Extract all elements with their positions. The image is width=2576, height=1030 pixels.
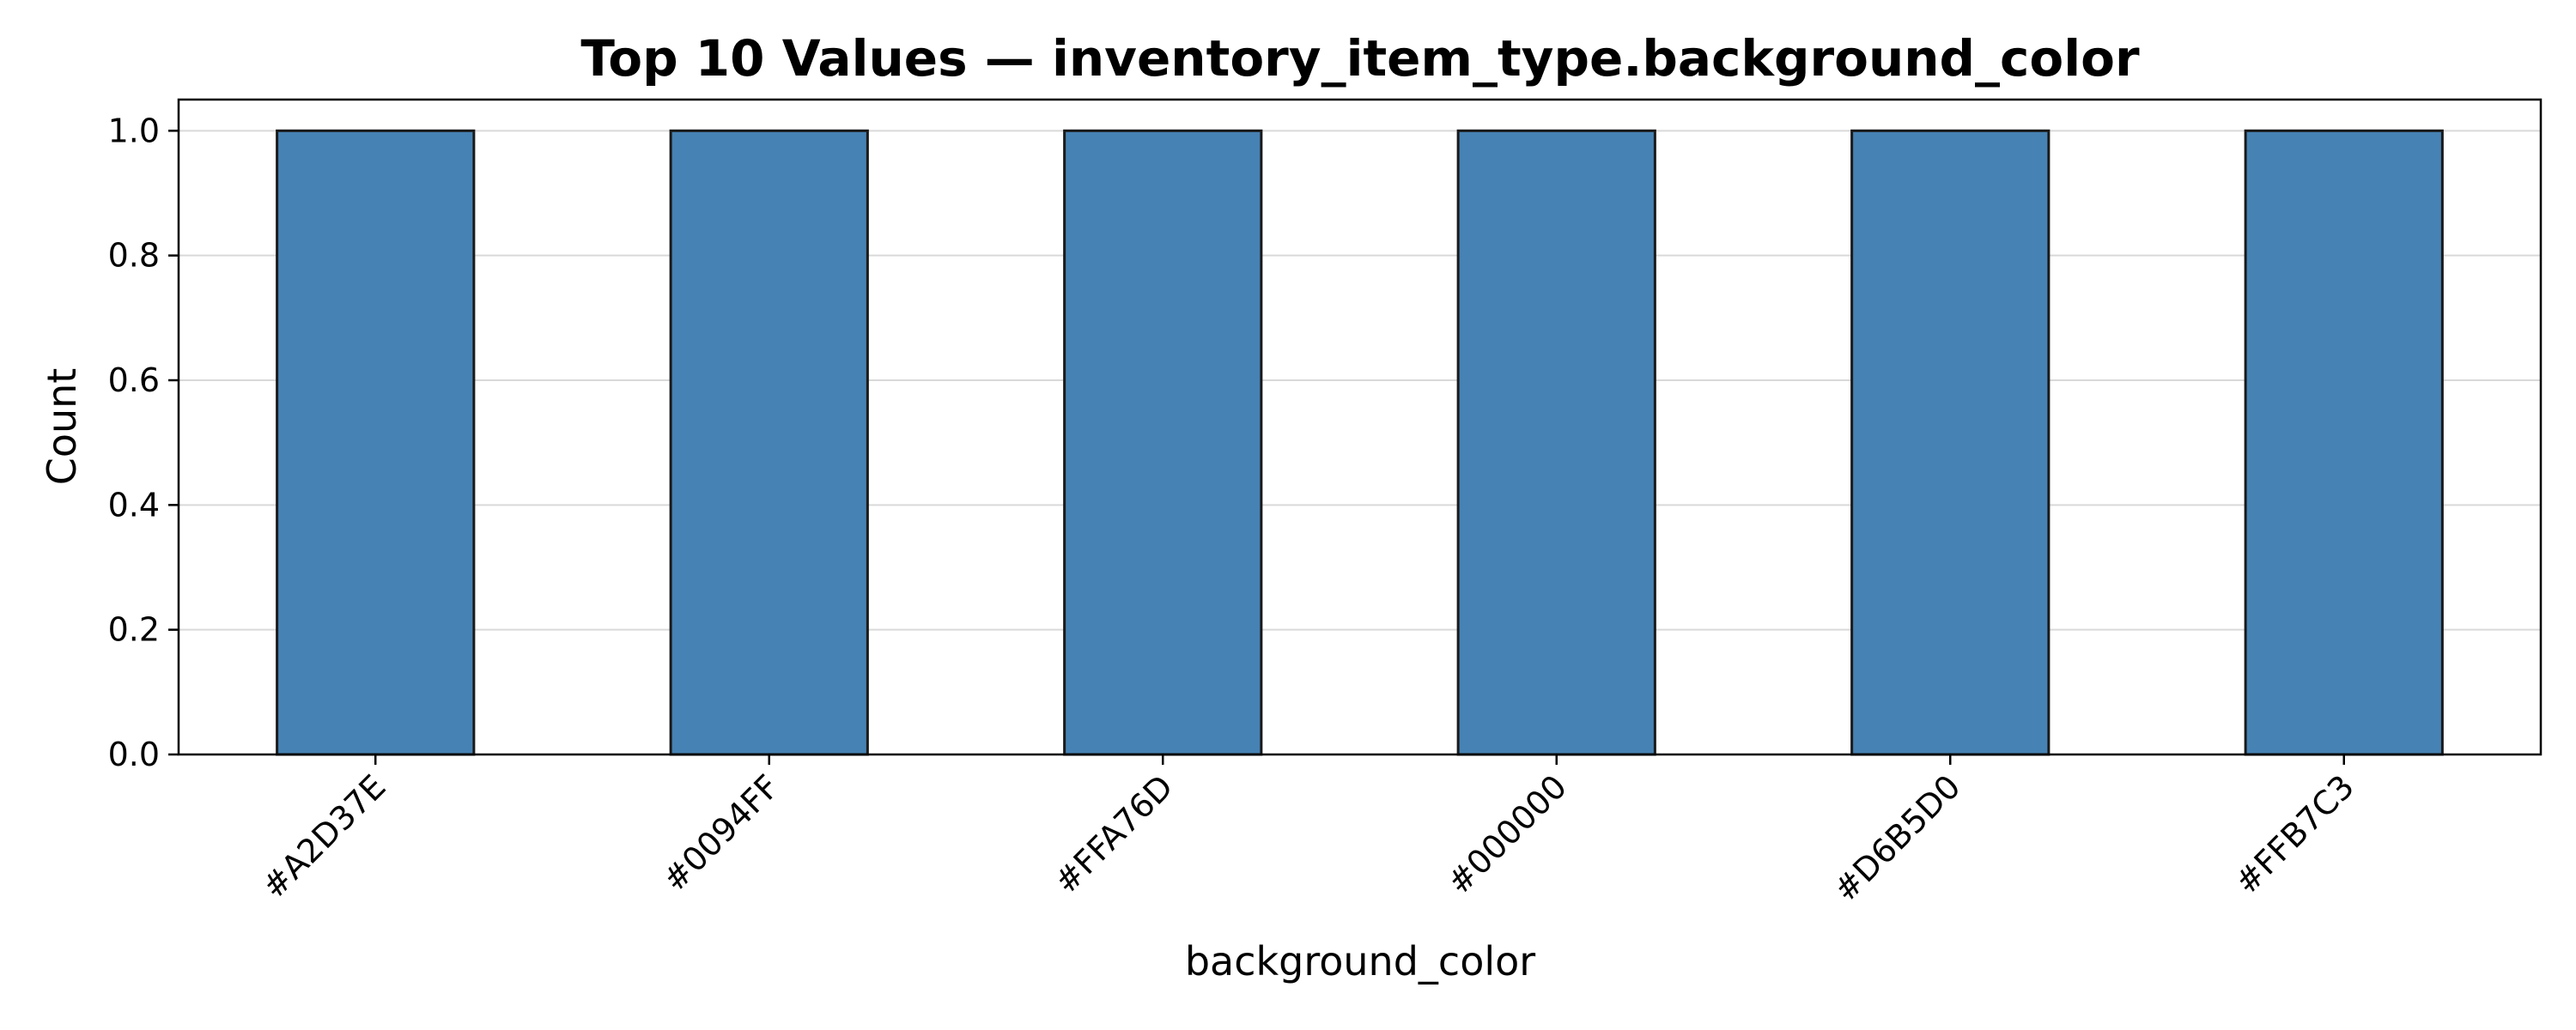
y-tick-label: 0.8 bbox=[108, 237, 160, 275]
bar bbox=[1850, 129, 2050, 756]
y-tick-label: 1.0 bbox=[108, 112, 160, 149]
y-tick-label: 0.4 bbox=[108, 486, 160, 524]
y-tick-label: 0.0 bbox=[108, 736, 160, 773]
y-axis-ticks: 0.0 0.2 0.4 0.6 0.8 1.0 bbox=[108, 112, 179, 773]
bars bbox=[276, 129, 2444, 756]
bar bbox=[1456, 129, 1656, 756]
bar bbox=[669, 129, 869, 756]
bar bbox=[276, 129, 476, 756]
plot-frame bbox=[177, 98, 2543, 756]
chart-title: Top 10 Values — inventory_item_type.back… bbox=[580, 29, 2140, 88]
y-tick-label: 0.6 bbox=[108, 361, 160, 399]
y-gridlines bbox=[179, 130, 2541, 631]
y-axis-label: Count bbox=[39, 368, 85, 486]
x-axis-label: background_color bbox=[1185, 938, 1535, 985]
bar bbox=[1063, 129, 1263, 756]
bar bbox=[2244, 129, 2444, 756]
y-tick-label: 0.2 bbox=[108, 611, 160, 649]
